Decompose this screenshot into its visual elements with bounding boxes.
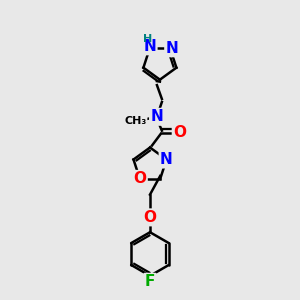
- Text: N: N: [160, 152, 173, 167]
- Text: N: N: [143, 39, 156, 54]
- Text: O: O: [143, 210, 157, 225]
- Text: N: N: [151, 109, 163, 124]
- Text: O: O: [133, 171, 146, 186]
- Text: F: F: [145, 274, 155, 289]
- Text: CH₃: CH₃: [124, 116, 146, 126]
- Text: N: N: [166, 41, 178, 56]
- Text: H: H: [143, 34, 152, 44]
- Text: O: O: [173, 125, 186, 140]
